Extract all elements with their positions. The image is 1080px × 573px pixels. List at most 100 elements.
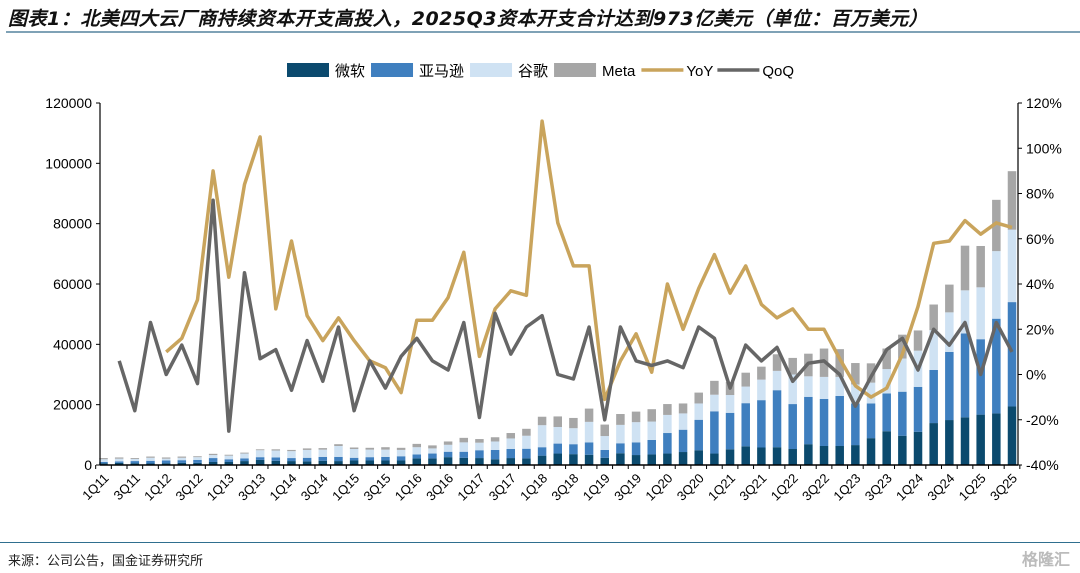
bar-谷歌-2Q11 [114, 458, 124, 462]
bar-亚马逊-1Q22 [788, 404, 797, 450]
bar-微软-2Q24 [929, 423, 938, 465]
bar-亚马逊-4Q22 [835, 395, 844, 446]
bar-微软-2Q13 [240, 461, 249, 465]
bar-Meta-3Q23 [882, 348, 891, 370]
bar-谷歌-3Q15 [381, 449, 390, 457]
legend: 微软 亚马逊 谷歌 Meta YoY QoQ [287, 63, 794, 80]
bar-微软-2Q23 [866, 438, 876, 465]
bar-Meta-4Q11 [146, 456, 155, 458]
bar-谷歌-2Q12 [177, 457, 187, 461]
bar-谷歌-3Q17 [506, 438, 516, 450]
bar-微软-1Q17 [475, 458, 484, 465]
bar-Meta-1Q17 [475, 439, 484, 443]
bar-亚马逊-4Q11 [146, 460, 155, 464]
bar-亚马逊-1Q15 [349, 457, 359, 461]
bar-亚马逊-3Q20 [694, 419, 703, 451]
bar-Meta-1Q12 [161, 457, 171, 459]
bar-谷歌-4Q17 [522, 435, 531, 449]
bar-微软-3Q19 [631, 455, 641, 465]
bar-Meta-2Q12 [177, 456, 187, 458]
bar-Meta-2Q20 [678, 403, 688, 414]
bar-亚马逊-3Q23 [882, 393, 891, 432]
bar-微软-1Q13 [224, 461, 234, 465]
left-tick-label: 40000 [53, 336, 92, 352]
bar-微软-3Q24 [945, 420, 954, 465]
x-tick-label: 1Q22 [768, 471, 801, 504]
bar-微软-3Q25 [1007, 406, 1017, 465]
bar-微软-3Q20 [694, 450, 703, 465]
footer-divider [0, 542, 1080, 543]
bar-谷歌-4Q24 [960, 290, 970, 334]
bar-微软-4Q14 [334, 461, 343, 465]
bar-微软-1Q14 [287, 461, 296, 465]
bar-谷歌-4Q22 [835, 376, 844, 396]
bar-Meta-3Q14 [318, 448, 328, 450]
bar-Meta-1Q14 [287, 449, 296, 452]
bar-亚马逊-1Q14 [287, 458, 296, 462]
bar-微软-1Q11 [99, 463, 108, 465]
x-tick-label: 1Q20 [642, 471, 675, 504]
bar-亚马逊-3Q25 [1007, 302, 1017, 407]
bar-微软-2Q19 [616, 453, 625, 465]
bar-Meta-2Q25 [992, 199, 1001, 252]
bar-亚马逊-2Q25 [992, 318, 1001, 414]
right-tick-label: 40% [1026, 276, 1054, 292]
right-tick-label: 60% [1026, 231, 1054, 247]
bar-亚马逊-3Q22 [819, 398, 829, 446]
bar-Meta-4Q21 [772, 354, 782, 371]
bar-微软-1Q12 [161, 463, 171, 465]
x-tick-label: 3Q22 [799, 471, 832, 504]
bar-亚马逊-1Q19 [600, 449, 609, 458]
legend-swatch-微软 [287, 63, 329, 77]
bar-谷歌-3Q19 [631, 422, 641, 443]
bar-亚马逊-3Q21 [757, 400, 766, 448]
left-tick-label: 20000 [53, 397, 92, 413]
bar-Meta-2Q24 [929, 304, 938, 331]
bar-亚马逊-3Q19 [631, 442, 641, 456]
bar-亚马逊-2Q20 [678, 429, 688, 453]
x-tick-label: 3Q24 [924, 471, 957, 504]
bar-谷歌-2Q22 [804, 376, 813, 397]
x-tick-label: 3Q25 [987, 471, 1020, 504]
bar-谷歌-3Q23 [882, 369, 891, 394]
bar-亚马逊-1Q12 [161, 460, 171, 464]
x-tick-label: 1Q11 [79, 471, 111, 503]
bar-谷歌-3Q21 [757, 379, 766, 401]
source-note: 来源：公司公告，国金证券研究所 [8, 554, 204, 569]
bar-Meta-4Q22 [835, 349, 844, 377]
x-tick-label: 1Q25 [956, 471, 989, 504]
bar-亚马逊-1Q23 [851, 403, 860, 446]
bar-Meta-1Q24 [913, 330, 923, 351]
bar-亚马逊-2Q17 [490, 449, 500, 460]
bar-亚马逊-4Q21 [772, 390, 782, 448]
bar-谷歌-2Q25 [992, 251, 1001, 319]
bar-谷歌-2Q13 [240, 453, 249, 459]
bar-Meta-2Q14 [302, 448, 312, 450]
x-tick-label: 3Q14 [298, 471, 331, 504]
bar-谷歌-4Q16 [459, 442, 469, 452]
right-tick-label: 20% [1026, 321, 1054, 337]
bar-亚马逊-3Q16 [443, 451, 453, 458]
bar-亚马逊-4Q17 [522, 448, 531, 459]
bar-谷歌-1Q16 [412, 447, 422, 455]
bar-微软-4Q20 [710, 453, 719, 465]
x-tick-label: 1Q16 [392, 471, 425, 504]
bar-Meta-1Q16 [412, 443, 422, 448]
bar-微软-1Q21 [725, 449, 735, 465]
lines [117, 119, 1014, 433]
bar-谷歌-3Q24 [945, 312, 954, 352]
bar-谷歌-4Q11 [146, 457, 155, 461]
x-tick-label: 1Q14 [266, 471, 299, 504]
legend-label-YoY: YoY [686, 63, 713, 80]
bar-微软-4Q16 [459, 457, 469, 465]
bar-微软-2Q21 [741, 446, 750, 465]
legend-label-亚马逊: 亚马逊 [419, 63, 464, 80]
bar-亚马逊-4Q15 [396, 456, 406, 461]
bar-Meta-1Q19 [600, 424, 609, 437]
right-tick-label: 80% [1026, 186, 1054, 202]
right-tick-label: 120% [1026, 95, 1062, 111]
bar-亚马逊-1Q21 [725, 412, 735, 450]
bar-谷歌-2Q23 [866, 382, 876, 404]
bar-谷歌-3Q20 [694, 403, 703, 420]
bar-谷歌-1Q23 [851, 384, 860, 404]
